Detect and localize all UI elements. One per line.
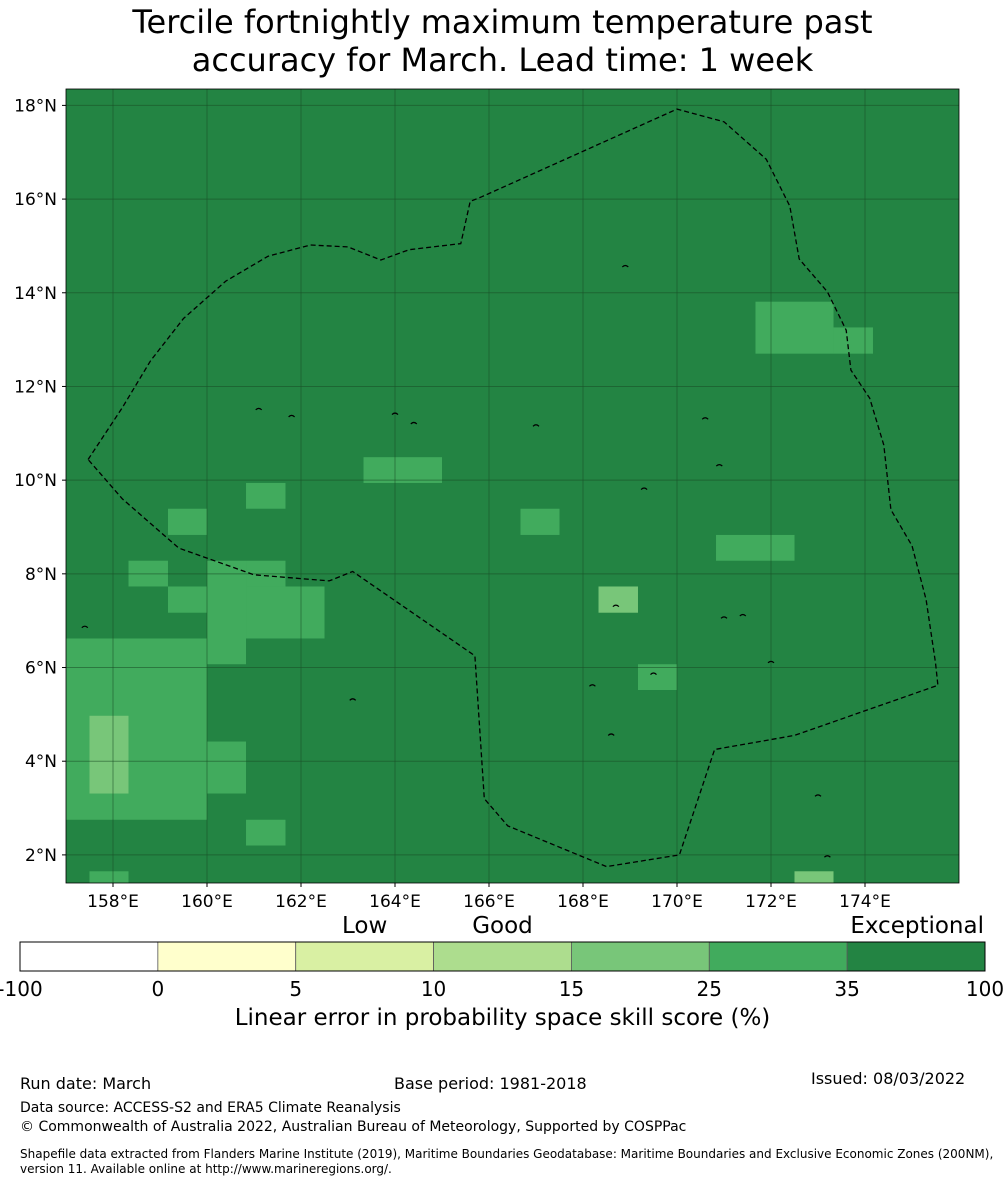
colorbar-tick-label: 15	[558, 977, 585, 1001]
island-outline	[612, 604, 620, 608]
island-outline	[767, 660, 775, 664]
lon-tick-label: 166°E	[463, 892, 515, 912]
colorbar-tick-label: 10	[420, 977, 447, 1001]
skill-cell	[207, 741, 247, 794]
colorbar-title: Linear error in probability space skill …	[234, 1005, 771, 1031]
island-outline	[640, 487, 648, 490]
colorbar-segment	[433, 941, 572, 972]
lat-tick-label: 14°N	[14, 284, 57, 304]
skill-cell	[89, 871, 129, 883]
island-outline	[739, 613, 747, 617]
island-outline	[349, 698, 357, 701]
map-figure: 2°N 4°N 6°N 8°N 10°N 12°N 14°N 16°N 18°N 158°E 160…	[14, 88, 986, 972]
eez-boundary	[87, 108, 939, 868]
island-outline	[701, 417, 709, 420]
issued-date: Issued: 08/03/2022	[811, 1069, 966, 1088]
island-outline	[81, 625, 89, 629]
skill-cell	[637, 664, 677, 691]
colorbar-frame	[19, 941, 986, 972]
chart-title-line-1: Tercile fortnightly maximum temperature …	[132, 3, 873, 41]
skill-cell	[246, 586, 325, 639]
colorbar-segment	[708, 941, 848, 972]
axis-layer: 2°N 4°N 6°N 8°N 10°N 12°N 14°N 16°N 18°N 158°E 160…	[14, 96, 891, 912]
lat-tick-label: 4°N	[25, 752, 57, 772]
island-outline	[814, 794, 822, 797]
run-date: Run date: March	[20, 1074, 152, 1093]
colorbar-segment	[846, 941, 986, 972]
island-outline	[715, 463, 723, 467]
skill-cell	[716, 534, 795, 561]
map-frame	[65, 88, 960, 884]
lon-tick-label: 164°E	[369, 892, 421, 912]
colorbar-tick-label: 5	[289, 977, 303, 1001]
skill-cell	[755, 301, 834, 354]
colorbar-band-label: Exceptional	[850, 913, 984, 939]
lat-tick-label: 2°N	[25, 846, 57, 866]
skill-cell	[520, 508, 560, 535]
colorbar-tick-label: 35	[834, 977, 860, 1001]
skill-cell	[66, 638, 207, 820]
island-outline	[650, 672, 657, 675]
skill-cell	[833, 327, 873, 354]
lon-tick-label: 162°E	[275, 892, 327, 912]
lat-tick-label: 6°N	[25, 659, 57, 679]
colorbar-tick-label: 0	[151, 977, 165, 1001]
colorbar-segment	[19, 941, 159, 972]
island-outline	[255, 407, 263, 411]
island-outline	[410, 421, 418, 425]
lat-tick-label: 10°N	[14, 471, 57, 491]
colorbar-tick-label: 25	[696, 977, 723, 1001]
skill-cell	[207, 560, 247, 665]
colorbar-segment	[571, 941, 710, 972]
lon-tick-label: 170°E	[651, 892, 703, 912]
colorbar-segment	[157, 941, 297, 972]
lat-tick-label: 16°N	[14, 190, 57, 210]
island-outline	[720, 616, 728, 619]
lat-tick-label: 18°N	[14, 96, 57, 116]
lat-tick-label: 8°N	[25, 565, 57, 585]
lon-tick-label: 168°E	[557, 892, 609, 912]
colorbar-tick-label: 100	[965, 977, 1005, 1001]
island-outline	[391, 412, 399, 416]
map-layer	[65, 88, 960, 884]
data-source: Data source: ACCESS-S2 and ERA5 Climate …	[20, 1100, 401, 1116]
lon-tick-label: 174°E	[839, 892, 891, 912]
colorbar-layer	[19, 941, 986, 972]
island-outline	[823, 855, 831, 858]
skill-cell	[363, 457, 442, 483]
lat-tick-label: 12°N	[14, 377, 57, 397]
shapefile-credit: Shapefile data extracted from Flanders M…	[20, 1147, 994, 1176]
lon-tick-label: 172°E	[745, 892, 797, 912]
skill-cell	[794, 871, 834, 883]
island-outline	[288, 414, 296, 418]
skill-cell	[167, 586, 207, 613]
colorbar-tick-label: -100	[0, 977, 43, 1001]
skill-cell	[167, 508, 207, 535]
lon-tick-label: 160°E	[181, 892, 233, 912]
skill-cell	[89, 715, 129, 794]
skill-cell	[246, 482, 286, 509]
island-outline	[621, 264, 629, 268]
lon-tick-label: 158°E	[87, 892, 139, 912]
base-period: Base period: 1981-2018	[394, 1074, 587, 1093]
island-outline	[532, 424, 540, 427]
skill-cell	[246, 819, 286, 846]
skill-cell	[598, 586, 638, 613]
chart-title-line-2: accuracy for March. Lead time: 1 week	[191, 41, 814, 79]
colorbar-segment	[295, 941, 434, 972]
colorbar-band-label: Low	[341, 913, 388, 939]
copyright: © Commonwealth of Australia 2022, Austra…	[20, 1119, 687, 1135]
colorbar-band-label: Good	[472, 913, 533, 939]
island-outline	[607, 733, 615, 736]
island-outline	[588, 684, 596, 687]
